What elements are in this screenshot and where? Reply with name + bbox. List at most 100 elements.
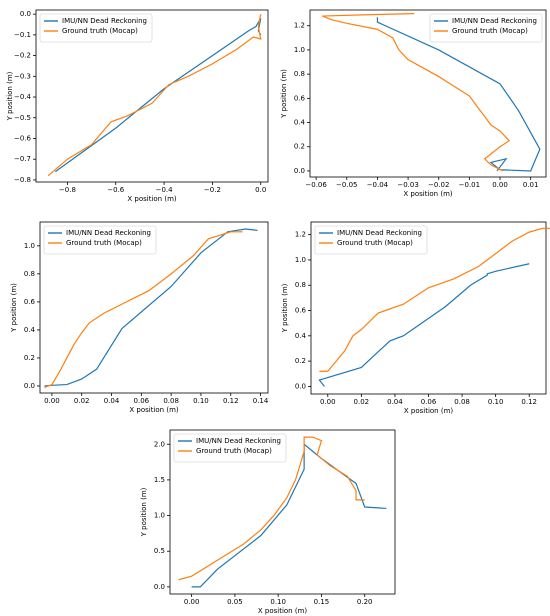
- y-tick-label: 0.2: [295, 357, 306, 365]
- x-tick-label: −0.03: [397, 181, 418, 189]
- x-tick-label: 0.10: [270, 598, 286, 606]
- x-axis-label: X position (m): [404, 407, 454, 415]
- plot-frame: [169, 429, 396, 595]
- legend-label: Ground truth (Mocap): [62, 27, 138, 35]
- y-axis-label: Y position (m): [6, 71, 14, 121]
- y-tick-label: −0.6: [14, 134, 32, 142]
- series-line: [44, 231, 243, 388]
- y-tick-label: 0.8: [294, 70, 305, 78]
- y-tick-label: 0.0: [20, 10, 31, 18]
- y-tick-label: 0.0: [24, 382, 35, 390]
- x-tick-label: 0.12: [223, 397, 239, 405]
- x-tick-label: 0.01: [523, 181, 539, 189]
- y-axis-label: Y position (m): [281, 283, 289, 333]
- legend-label: Ground truth (Mocap): [66, 239, 142, 247]
- y-tick-label: 0.6: [24, 298, 36, 306]
- y-axis-label: Y position (m): [140, 487, 148, 537]
- plot-frame: [35, 9, 269, 183]
- y-tick-label: −0.7: [14, 155, 31, 163]
- y-tick-label: 0.0: [295, 382, 306, 390]
- y-tick-label: 0.5: [154, 547, 165, 555]
- x-tick-label: 0.00: [492, 181, 508, 189]
- legend-label: IMU/NN Dead Reckoning: [452, 17, 537, 25]
- x-tick-label: −0.6: [107, 186, 125, 194]
- x-tick-label: 0.04: [387, 398, 403, 406]
- x-tick-label: 0.04: [104, 397, 120, 405]
- series-line: [319, 227, 550, 372]
- x-tick-label: 0.02: [74, 397, 90, 405]
- y-tick-label: 0.4: [24, 326, 36, 334]
- legend-label: Ground truth (Mocap): [452, 27, 528, 35]
- y-tick-label: −0.1: [14, 31, 31, 39]
- series-line: [191, 442, 387, 588]
- y-tick-label: −0.8: [14, 176, 31, 184]
- y-tick-label: 1.0: [294, 46, 305, 54]
- y-tick-label: 2.0: [154, 440, 165, 448]
- y-tick-label: 1.0: [295, 256, 306, 264]
- x-tick-label: −0.4: [156, 186, 174, 194]
- x-tick-label: 0.08: [163, 397, 179, 405]
- series-line: [47, 14, 262, 177]
- x-tick-label: 0.00: [184, 598, 200, 606]
- legend-box: [173, 433, 287, 463]
- series-line: [44, 228, 258, 387]
- y-tick-label: −0.3: [14, 72, 31, 80]
- x-tick-label: −0.01: [459, 181, 480, 189]
- y-axis-label: Y position (m): [10, 283, 18, 333]
- legend-label: IMU/NN Dead Reckoning: [62, 17, 147, 25]
- x-axis-label: X position (m): [258, 607, 308, 615]
- x-tick-label: 0.08: [454, 398, 470, 406]
- y-tick-label: 0.0: [154, 583, 165, 591]
- y-tick-label: −0.5: [14, 114, 31, 122]
- plot-frame: [39, 221, 269, 394]
- y-tick-label: 1.5: [154, 476, 165, 484]
- y-tick-label: 1.0: [154, 512, 165, 520]
- y-tick-label: 0.4: [294, 119, 306, 127]
- y-tick-label: 1.2: [294, 22, 305, 30]
- x-axis-label: X position (m): [403, 190, 453, 198]
- legend-label: Ground truth (Mocap): [196, 447, 272, 455]
- legend-label: IMU/NN Dead Reckoning: [66, 229, 151, 237]
- series-line: [178, 436, 365, 581]
- y-tick-label: −0.4: [14, 93, 32, 101]
- y-tick-label: 0.2: [294, 143, 305, 151]
- y-axis-label: Y position (m): [280, 69, 288, 119]
- x-tick-label: 0.06: [134, 397, 150, 405]
- x-tick-label: 0.05: [227, 598, 243, 606]
- x-tick-label: −0.8: [59, 186, 76, 194]
- legend-box: [429, 13, 543, 43]
- x-tick-label: 0.02: [354, 398, 370, 406]
- legend-label: IMU/NN Dead Reckoning: [337, 229, 422, 237]
- x-tick-label: −0.2: [204, 186, 221, 194]
- x-tick-label: −0.05: [336, 181, 357, 189]
- y-tick-label: −0.2: [14, 52, 31, 60]
- x-tick-label: 0.15: [314, 598, 330, 606]
- series-line: [54, 17, 262, 173]
- x-tick-label: 0.06: [421, 398, 437, 406]
- x-tick-label: 0.00: [320, 398, 336, 406]
- x-tick-label: 0.12: [521, 398, 537, 406]
- x-tick-label: 0.00: [44, 397, 60, 405]
- x-tick-label: 0.14: [253, 397, 269, 405]
- y-tick-label: 1.0: [24, 242, 35, 250]
- x-tick-label: 0.20: [357, 598, 373, 606]
- x-axis-label: X position (m): [127, 195, 177, 203]
- y-tick-label: 1.2: [295, 231, 306, 239]
- y-tick-label: 0.2: [24, 354, 35, 362]
- y-tick-label: 0.8: [295, 281, 306, 289]
- series-line: [322, 13, 511, 172]
- y-tick-label: 0.0: [294, 167, 305, 175]
- legend-label: IMU/NN Dead Reckoning: [196, 437, 281, 445]
- x-tick-label: 0.10: [193, 397, 209, 405]
- plot-frame: [309, 9, 547, 178]
- legend-label: Ground truth (Mocap): [337, 239, 413, 247]
- x-tick-label: −0.06: [305, 181, 327, 189]
- legend-box: [43, 225, 157, 255]
- legend-box: [314, 225, 428, 255]
- y-tick-label: 0.4: [295, 332, 307, 340]
- y-tick-label: 0.6: [294, 94, 306, 102]
- y-tick-label: 0.8: [24, 270, 35, 278]
- x-axis-label: X position (m): [129, 406, 179, 414]
- x-tick-label: −0.02: [428, 181, 449, 189]
